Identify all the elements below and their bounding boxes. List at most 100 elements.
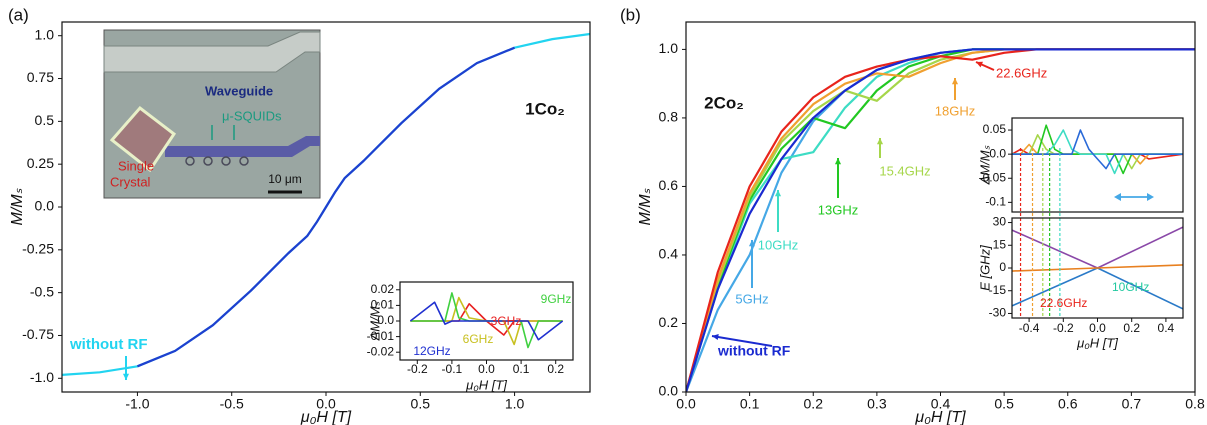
y-tick-label: 0.0 (659, 383, 679, 399)
plot-area (686, 48, 1195, 392)
arrow-head (876, 138, 884, 145)
panel-label: (a) (8, 5, 29, 24)
x-tick-label: 0.0 (316, 396, 336, 412)
data-line (1012, 264, 1183, 272)
annotation: 1Co₂ (525, 99, 565, 118)
photo-label: Single (118, 158, 154, 173)
x-tick-label: 0.0 (478, 362, 495, 376)
x-tick-label: 1.0 (505, 396, 525, 412)
y-tick-label: 0.0 (377, 313, 394, 327)
axes-frame (1011, 117, 1184, 213)
x-tick-label: 0.5 (994, 396, 1014, 412)
plot-area (409, 292, 564, 349)
y-axis-label: ΔM/Mₛ (367, 301, 382, 341)
plot-area (1012, 226, 1183, 310)
arrow-head (122, 373, 130, 380)
y-tick-label: 0.75 (27, 69, 54, 85)
squids (185, 156, 249, 166)
crystal (109, 105, 177, 173)
series-label: 6GHz (463, 332, 494, 346)
y-tick-label: 0.05 (983, 122, 1007, 136)
y-tick-label: -0.02 (367, 344, 395, 358)
series-label: 3GHz (491, 314, 522, 328)
photo-label: Waveguide (205, 83, 273, 98)
x-tick-label: 0.6 (1058, 396, 1078, 412)
series-label: 9GHz (541, 292, 572, 306)
series-label: 5GHz (735, 291, 768, 306)
y-tick-label: -0.25 (22, 241, 54, 257)
y-axis-label: ΔM/Mₛ (977, 145, 992, 185)
x-axis-label: μ₀H [T] (1076, 335, 1118, 350)
squid-arrows (211, 125, 235, 140)
photo-label: Crystal (110, 174, 151, 189)
y-tick-label: -0.1 (985, 195, 1006, 209)
arrow-head (1114, 193, 1121, 201)
annotation: 22.6GHz (1040, 296, 1087, 310)
y-tick-label: 0.6 (659, 177, 679, 193)
data-line (1012, 129, 1183, 170)
y-tick-label: 0.25 (27, 155, 54, 171)
data-line (686, 48, 1195, 392)
y-tick-label: 0.5 (35, 112, 55, 128)
y-tick-label: -0.01 (367, 329, 395, 343)
x-tick-label: 0.7 (1122, 396, 1142, 412)
series-label: 18GHz (935, 103, 975, 118)
series-label: 10GHz (758, 237, 798, 252)
y-tick-label: -0.75 (22, 326, 54, 342)
y-tick-label: -1.0 (30, 369, 54, 385)
x-axis-label: μ₀H [T] (465, 377, 507, 392)
x-axis-label: μ₀H [T] (914, 409, 966, 425)
y-tick-label: 0.2 (659, 314, 679, 330)
y-tick-label: 0.0 (989, 146, 1006, 160)
series-label: 22.6GHz (996, 65, 1047, 80)
series-label: 13GHz (818, 202, 858, 217)
y-tick-label: -0.05 (979, 170, 1007, 184)
y-tick-label: -15 (989, 283, 1007, 297)
x-tick-label: -0.5 (220, 396, 244, 412)
scale-label: 10 μm (268, 172, 302, 186)
x-axis-label: μ₀H [T] (300, 409, 352, 425)
arrow-head (774, 190, 782, 197)
series-label: 15.4GHz (879, 163, 930, 178)
y-axis-label: E [GHz] (977, 245, 992, 291)
series-label: 12GHz (413, 344, 450, 358)
y-tick-label: 0.0 (35, 198, 55, 214)
series-label: without RF (717, 343, 791, 359)
plot-area (62, 32, 590, 376)
inset-background (1012, 118, 1183, 212)
arrow-head (1147, 193, 1154, 201)
plot-area (1012, 124, 1183, 175)
y-tick-label: 0 (999, 260, 1006, 274)
y-tick-label: 1.0 (659, 40, 679, 56)
x-tick-label: 0.2 (1123, 321, 1140, 335)
x-tick-label: -1.0 (125, 396, 149, 412)
y-tick-label: -30 (989, 306, 1007, 320)
x-tick-label: 0.5 (411, 396, 431, 412)
x-tick-label: 0.3 (867, 396, 887, 412)
series-label: without RF (69, 336, 147, 353)
y-tick-label: 30 (993, 215, 1007, 229)
y-tick-label: 0.4 (659, 246, 679, 262)
arrow-head (976, 61, 983, 68)
x-tick-label: -0.2 (407, 362, 428, 376)
photo-label: μ-SQUIDs (222, 108, 282, 123)
annotation: 2Co₂ (704, 93, 744, 112)
x-tick-label: 0.4 (1158, 321, 1175, 335)
data-line (409, 301, 564, 341)
x-tick-label: 0.2 (804, 396, 824, 412)
y-axis-label: M/Mₛ (9, 187, 26, 225)
x-tick-label: 0.8 (1185, 396, 1205, 412)
panel-label: (b) (620, 5, 641, 24)
x-tick-label: 0.2 (547, 362, 564, 376)
x-tick-label: -0.4 (1019, 321, 1040, 335)
x-tick-label: 0.1 (513, 362, 530, 376)
y-tick-label: 15 (993, 237, 1007, 251)
wire (165, 136, 320, 157)
y-axis-label: M/Mₛ (637, 187, 654, 225)
arrow-head (748, 240, 756, 247)
x-tick-label: 0.4 (931, 396, 951, 412)
micrograph: Waveguide μ-SQUIDs Single Crystal 10 μm (103, 29, 321, 199)
y-tick-label: 1.0 (35, 26, 55, 42)
y-tick-label: 0.8 (659, 109, 679, 125)
